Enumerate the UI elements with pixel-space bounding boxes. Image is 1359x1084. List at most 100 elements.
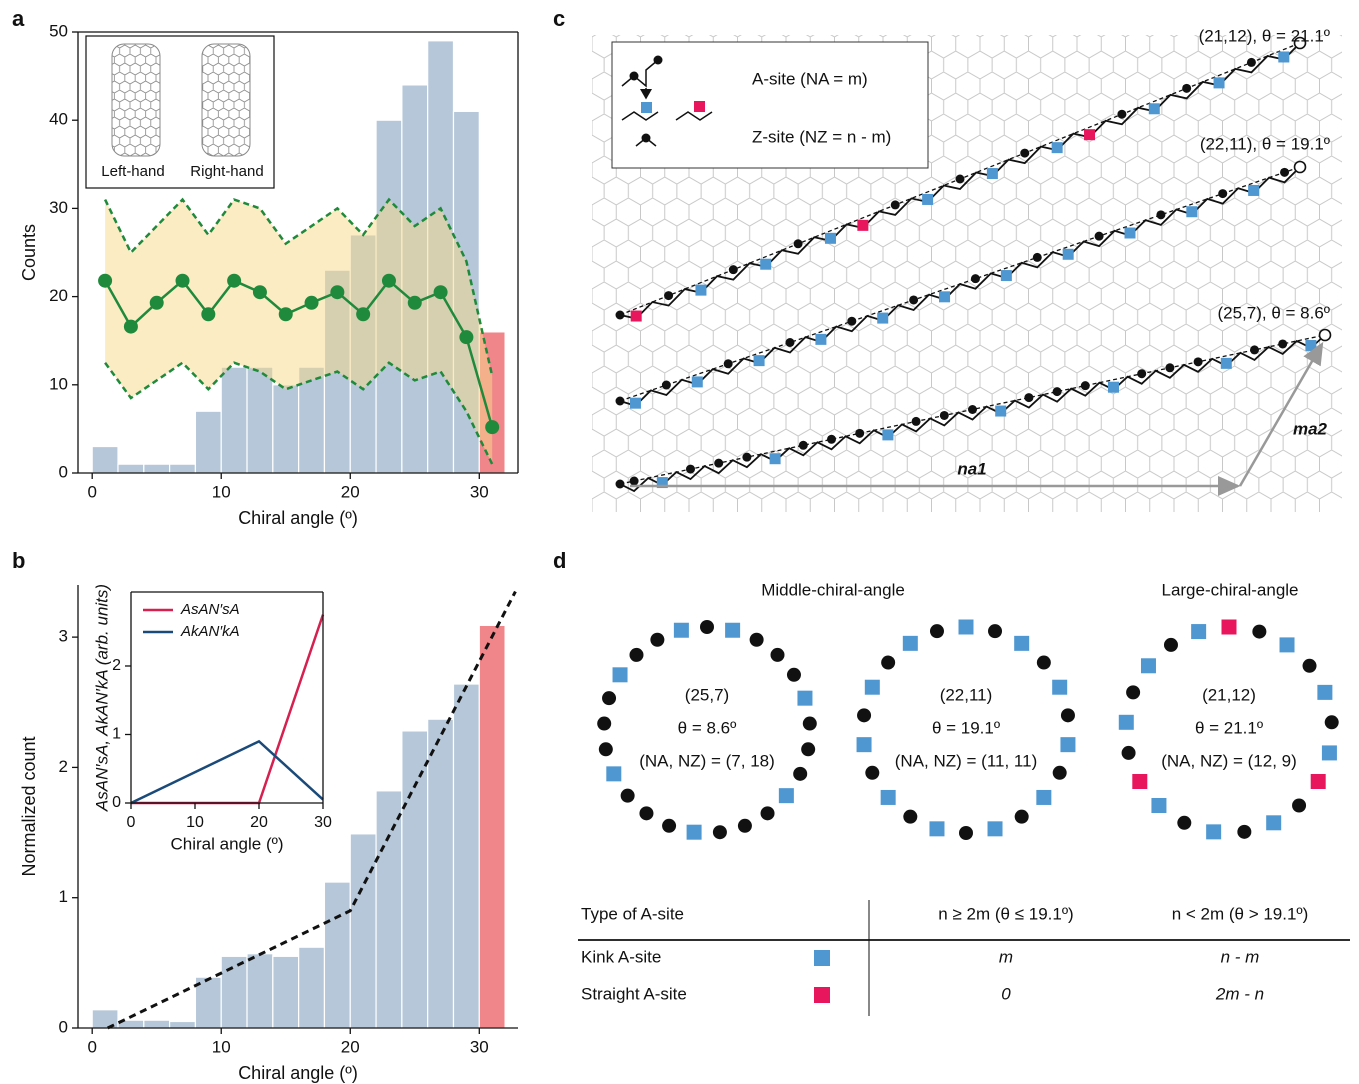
y-tick-label: 1 xyxy=(59,887,68,906)
z-site xyxy=(802,716,817,731)
z-site xyxy=(1060,708,1075,723)
z-site xyxy=(881,655,896,670)
chirality-label: (21,12), θ = 21.1º xyxy=(1199,26,1330,45)
z-site xyxy=(1177,815,1192,830)
y-tick-label: 0 xyxy=(112,794,121,811)
z-site xyxy=(1052,765,1067,780)
x-tick-label: 20 xyxy=(250,814,268,831)
z-site xyxy=(1020,148,1030,158)
a-site xyxy=(1279,637,1295,653)
x-axis-label: Chiral angle (º) xyxy=(238,508,358,528)
z-site xyxy=(686,464,695,474)
a-site xyxy=(922,193,934,205)
lattice-vector xyxy=(1238,341,1324,487)
nanotube xyxy=(201,43,251,157)
a-site xyxy=(760,258,772,270)
point xyxy=(485,420,500,435)
bar xyxy=(375,790,403,1029)
y-tick-label: 0 xyxy=(59,1017,68,1036)
a-site xyxy=(856,737,872,753)
bar xyxy=(143,1019,171,1029)
a-site xyxy=(1140,658,1156,674)
table-cell: n - m xyxy=(1221,947,1260,966)
z-site xyxy=(1080,381,1090,391)
z-site xyxy=(929,624,944,639)
ring-label: θ = 19.1º xyxy=(932,718,1000,737)
z-site xyxy=(909,295,919,305)
point xyxy=(304,295,319,310)
z-site xyxy=(785,338,795,347)
a-site xyxy=(1206,824,1222,840)
a-site xyxy=(815,333,827,345)
bar xyxy=(143,463,171,474)
bar xyxy=(91,445,119,474)
x-tick-label: 10 xyxy=(186,814,204,831)
a-site xyxy=(769,453,781,465)
z-site xyxy=(629,647,644,662)
a-site xyxy=(929,821,945,837)
a-site xyxy=(1124,227,1136,239)
a-site xyxy=(1317,684,1333,700)
point xyxy=(356,307,371,322)
point xyxy=(123,319,138,334)
ring-label: (21,12) xyxy=(1202,685,1256,704)
z-site xyxy=(827,434,836,444)
z-site xyxy=(1278,339,1288,349)
a-site xyxy=(824,232,836,244)
a-site xyxy=(1108,381,1119,393)
z-site xyxy=(1302,658,1317,673)
x-tick-label: 0 xyxy=(87,1037,96,1056)
legend-box xyxy=(611,41,929,169)
bar xyxy=(169,1020,197,1029)
ring-label: (NA, NZ) = (7, 18) xyxy=(639,751,775,770)
a-site xyxy=(857,219,869,231)
a-site xyxy=(778,788,794,804)
z-site xyxy=(793,239,803,249)
a-site xyxy=(1191,624,1207,640)
point xyxy=(175,273,190,288)
a-site xyxy=(1148,103,1160,115)
z-site xyxy=(1032,252,1042,262)
x-axis-label: Chiral angle (º) xyxy=(238,1063,358,1083)
z-site xyxy=(955,174,965,184)
z-site xyxy=(1252,624,1267,639)
ring-label: θ = 8.6º xyxy=(678,718,737,737)
z-site xyxy=(857,708,872,723)
z-site xyxy=(1052,387,1062,397)
a-site xyxy=(691,376,703,388)
z-site xyxy=(793,766,808,781)
legend-label: Z-site (NZ = n - m) xyxy=(752,127,891,146)
bar xyxy=(427,718,455,1029)
a-site xyxy=(695,284,707,296)
y-tick-label: 3 xyxy=(59,627,68,646)
point xyxy=(407,295,422,310)
a-site xyxy=(612,667,628,683)
x-tick-label: 10 xyxy=(212,482,231,501)
ring-label: (NA, NZ) = (11, 11) xyxy=(895,751,1037,770)
ring-label: θ = 21.1º xyxy=(1195,718,1263,737)
z-site xyxy=(602,691,617,706)
nanotube xyxy=(111,43,161,157)
fit-line xyxy=(107,590,517,1030)
a-site xyxy=(1062,248,1074,260)
bar xyxy=(298,946,326,1029)
point xyxy=(252,285,267,300)
y-tick-label: 1 xyxy=(112,726,121,743)
a-site xyxy=(1221,619,1237,635)
bar xyxy=(349,833,377,1029)
band xyxy=(105,199,493,465)
z-site xyxy=(712,825,727,840)
z-site xyxy=(798,440,808,450)
bar xyxy=(401,730,429,1029)
z-site xyxy=(770,647,785,662)
a-site xyxy=(1051,142,1063,154)
a-site xyxy=(1213,77,1225,89)
a-site xyxy=(995,405,1007,417)
a-site xyxy=(1036,789,1052,805)
chirality-label: (22,11), θ = 19.1º xyxy=(1200,134,1330,153)
a-site xyxy=(1248,184,1260,196)
end-atom xyxy=(1293,36,1307,50)
point xyxy=(201,307,216,322)
z-site xyxy=(903,809,918,824)
z-site xyxy=(598,742,613,757)
